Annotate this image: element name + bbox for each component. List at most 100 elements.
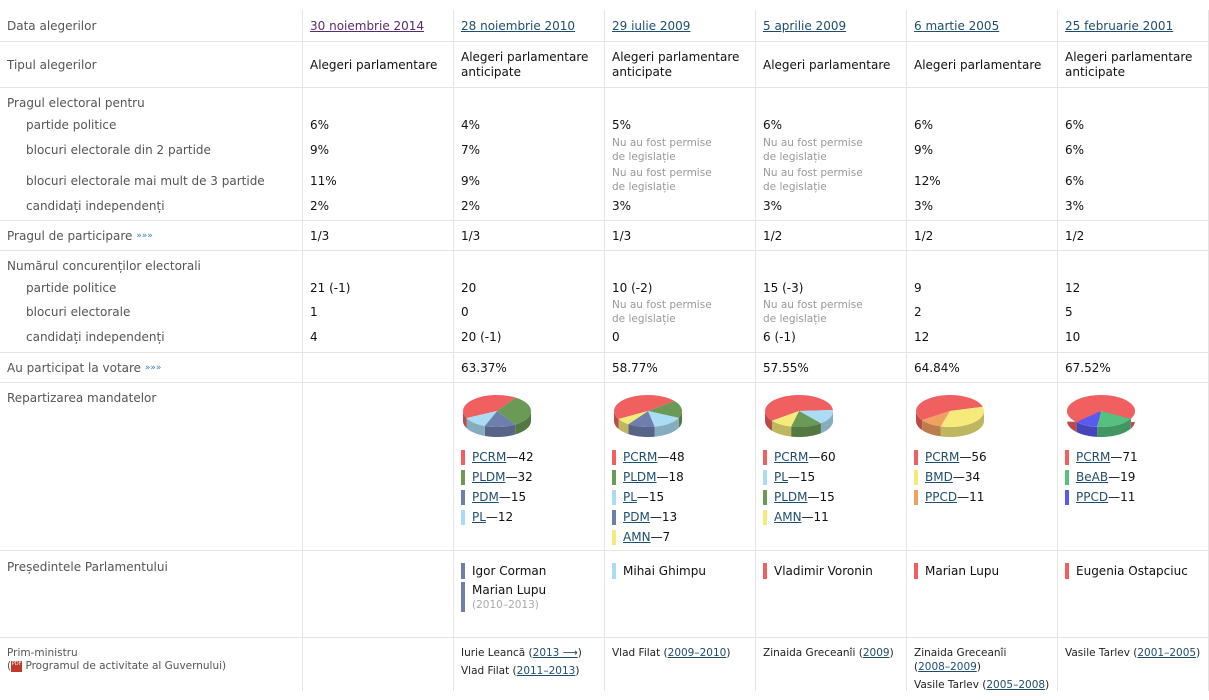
pie-slice-pl [466, 411, 497, 426]
seat-count: 15 [819, 490, 835, 504]
seat-count: 7 [662, 530, 671, 544]
competitors-value: 1 [310, 305, 318, 319]
participation-threshold-value: 1/2 [1065, 229, 1085, 243]
row-type: Tipul alegerilor Alegeri parlamentare Ale… [0, 42, 1209, 88]
pm-years-link[interactable]: 2009 [862, 647, 890, 659]
cell-turnout [302, 353, 453, 383]
party-link[interactable]: PDM [623, 510, 650, 524]
cell-competitors: 21 (-1) 1 4 [302, 251, 453, 353]
cell-threshold: 5% Nu au fost permise de legislație Nu au f… [604, 88, 755, 221]
pm-years-link[interactable]: 2008–2009 [918, 661, 977, 673]
party-link[interactable]: BeAB [1076, 470, 1109, 484]
election-date-link[interactable]: 28 noiembrie 2010 [461, 19, 576, 33]
pm-years-link[interactable]: 2013 ⟶ [532, 647, 578, 659]
paren-close: ) [575, 665, 580, 677]
party-link[interactable]: PCRM [925, 450, 960, 464]
pie-slice-side [463, 411, 467, 429]
party-link[interactable]: PLDM [774, 490, 808, 504]
separator-dash: — [1108, 470, 1121, 484]
competitors-value: 10 [1065, 330, 1081, 344]
election-date-link[interactable]: 6 martie 2005 [914, 19, 1000, 33]
cell-participation-threshold: 1/2 [755, 221, 906, 251]
party-link[interactable]: PLDM [472, 470, 506, 484]
separator-dash: — [957, 490, 970, 504]
not-allowed-note: Nu au fost permise de legislație [763, 298, 863, 326]
party-link[interactable]: PPCD [1076, 490, 1109, 504]
cell-competitors: 10 (-2) Nu au fost permise de legislație 0 [604, 251, 755, 353]
competitors-value: 4 [310, 330, 318, 344]
pm-years-link[interactable]: 2005–2008 [986, 679, 1046, 691]
speaker-name: Marian Lupu [472, 583, 547, 597]
pie-slice-side [618, 418, 629, 435]
not-allowed-line2: de legislație [763, 181, 827, 193]
separator-dash: — [952, 470, 965, 484]
participation-threshold-value: 1/3 [461, 229, 481, 243]
pie-slice-side [515, 411, 531, 435]
party-link[interactable]: PDM [472, 490, 499, 504]
seat-count: 32 [517, 470, 533, 484]
party-link[interactable]: PCRM [774, 450, 809, 464]
paren-close: ) [976, 661, 981, 673]
seats-pie-chart [1067, 395, 1135, 437]
election-date-link[interactable]: 29 iulie 2009 [612, 19, 691, 33]
cell-type: Alegeri parlamentare [302, 42, 453, 88]
threshold-value: 6% [1065, 118, 1085, 132]
pm-years-link[interactable]: 2009–2010 [667, 647, 727, 659]
pdf-icon: PDF [11, 660, 23, 672]
election-type-text: anticipate [1065, 65, 1125, 79]
speaker-name: Eugenia Ostapciuc [1076, 564, 1188, 578]
party-link[interactable]: PL [623, 490, 637, 504]
pie-slice-pdm [484, 411, 516, 427]
label-thr-independents: candidați independenți [26, 199, 165, 213]
not-allowed-note: Nu au fost permise de legislație [612, 166, 712, 194]
party-link[interactable]: PL [774, 470, 788, 484]
party-color-swatch [461, 449, 465, 465]
party-link[interactable]: BMD [925, 470, 953, 484]
election-date-link[interactable]: 25 februarie 2001 [1065, 19, 1174, 33]
cell-speaker: Igor Corman Marian Lupu (2010–2013) [453, 551, 604, 638]
party-link[interactable]: PL [472, 510, 486, 524]
cell-speaker: Eugenia Ostapciuc [1057, 551, 1209, 638]
label-thr-parties: partide politice [26, 118, 117, 132]
party-link[interactable]: PCRM [1076, 450, 1111, 464]
party-color-swatch [461, 469, 465, 485]
not-allowed-line2: de legislație [612, 313, 676, 325]
competitors-value: 0 [461, 305, 469, 319]
party-color-swatch [1065, 563, 1069, 579]
label-competitors: Numărul concurenților electorali [7, 259, 201, 273]
party-link[interactable]: PLDM [623, 470, 657, 484]
elections-table: Data alegerilor 30 noiembrie 2014 28 noie… [0, 10, 1209, 691]
row-turnout: Au participat la votare »»» 63.37% 58.77%… [0, 353, 1209, 383]
pm-years-link[interactable]: 2001–2005 [1137, 647, 1197, 659]
party-link[interactable]: PCRM [623, 450, 658, 464]
cell-seats: PCRM — 60 PL — 15 PLDM — 15 AMN — 11 [755, 383, 906, 551]
legend-item: PCRM — 71 [1065, 447, 1208, 467]
party-color-swatch [612, 469, 616, 485]
party-link[interactable]: AMN [774, 510, 802, 524]
speaker-entry: Vladimir Voronin [763, 563, 906, 579]
party-link[interactable]: AMN [623, 530, 651, 544]
seat-count: 19 [1120, 470, 1136, 484]
more-arrows-link[interactable]: »»» [136, 230, 153, 241]
pm-years-link[interactable]: 2011–2013 [516, 665, 576, 677]
pie-slice-pldm [648, 400, 682, 418]
pm-program-link[interactable]: (PDF Programul de activitate al Guvernul… [7, 660, 302, 673]
cell-turnout: 64.84% [906, 353, 1057, 383]
seat-count: 13 [661, 510, 678, 524]
election-type-text: Alegeri parlamentare [310, 57, 438, 72]
paren-close: ) [889, 647, 894, 659]
label-speaker: Președintele Parlamentului [7, 560, 168, 574]
election-date-link[interactable]: 5 aprilie 2009 [763, 19, 847, 33]
party-link[interactable]: PPCD [925, 490, 958, 504]
not-allowed-note: Nu au fost permise de legislație [612, 136, 712, 164]
party-link[interactable]: PCRM [472, 450, 507, 464]
cell-type: Alegeri parlamentare anticipate [604, 42, 755, 88]
party-color-swatch [763, 469, 767, 485]
turnout-more-link[interactable]: »»» [144, 362, 162, 373]
pm-program-text: Programul de activitate al Guvernului) [25, 660, 227, 672]
separator-dash: — [801, 510, 814, 524]
seats-legend: PCRM — 56 BMD — 34 PPCD — 11 [914, 447, 1057, 507]
speaker-name: Igor Corman [472, 564, 547, 578]
election-date-link[interactable]: 30 noiembrie 2014 [310, 19, 425, 33]
party-color-swatch [461, 563, 465, 579]
